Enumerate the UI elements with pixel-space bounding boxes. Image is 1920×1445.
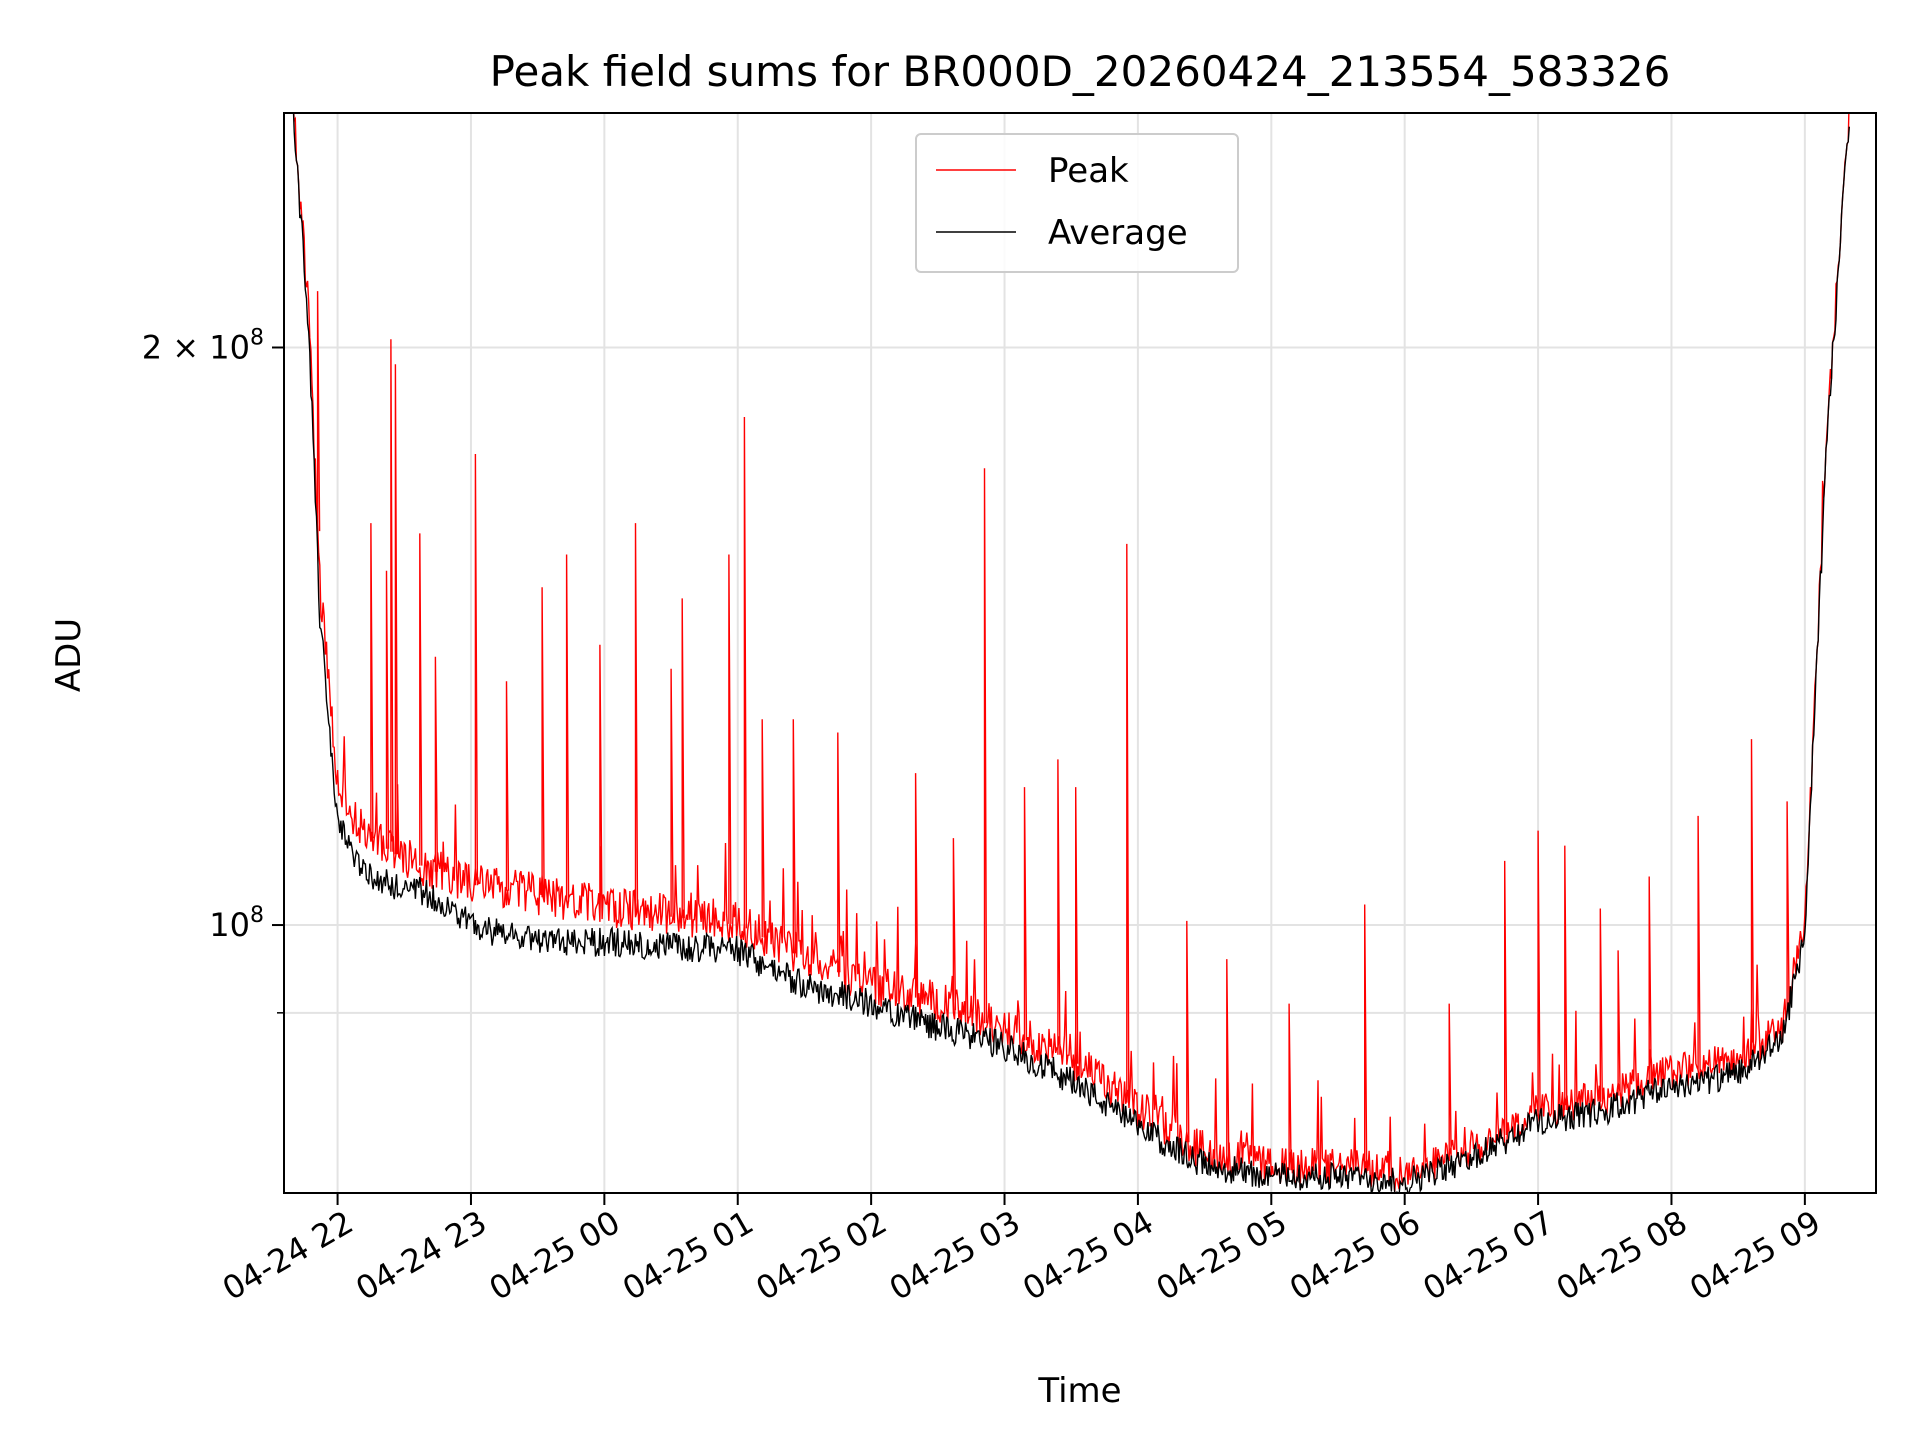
legend-box <box>915 133 1239 273</box>
grid-layer <box>284 113 1876 1193</box>
x-tick-label: 04-25 07 <box>1416 1203 1560 1308</box>
average-series-line <box>292 113 1850 1193</box>
y-axis-label: ADU <box>49 618 89 692</box>
chart-title: Peak field sums for BR000D_20260424_2135… <box>490 47 1671 96</box>
x-tick-label: 04-24 22 <box>216 1203 360 1308</box>
plot-frame <box>283 112 1877 1194</box>
x-tick-label: 04-25 05 <box>1150 1203 1294 1308</box>
x-tick-label: 04-24 23 <box>349 1203 493 1308</box>
x-tick-label: 04-25 03 <box>883 1203 1027 1308</box>
y-tick-label: 2 × 108 <box>142 325 264 366</box>
data-layer <box>292 113 1850 1193</box>
x-tick-label: 04-25 00 <box>483 1203 627 1308</box>
y-tick-label: 108 <box>209 903 264 944</box>
x-tick-label: 04-25 01 <box>616 1203 760 1308</box>
legend-label-average: Average <box>1048 213 1188 253</box>
legend-label-peak: Peak <box>1048 151 1129 191</box>
x-tick-label: 04-25 09 <box>1683 1203 1827 1308</box>
x-axis-label: Time <box>1037 1371 1121 1411</box>
x-tick-label: 04-25 08 <box>1550 1203 1694 1308</box>
legend: Peak Average <box>915 133 1239 273</box>
peak-series-line <box>293 113 1850 1192</box>
x-tick-label: 04-25 02 <box>750 1203 894 1308</box>
x-tick-label: 04-25 06 <box>1283 1203 1427 1308</box>
x-tick-label: 04-25 04 <box>1016 1203 1160 1308</box>
